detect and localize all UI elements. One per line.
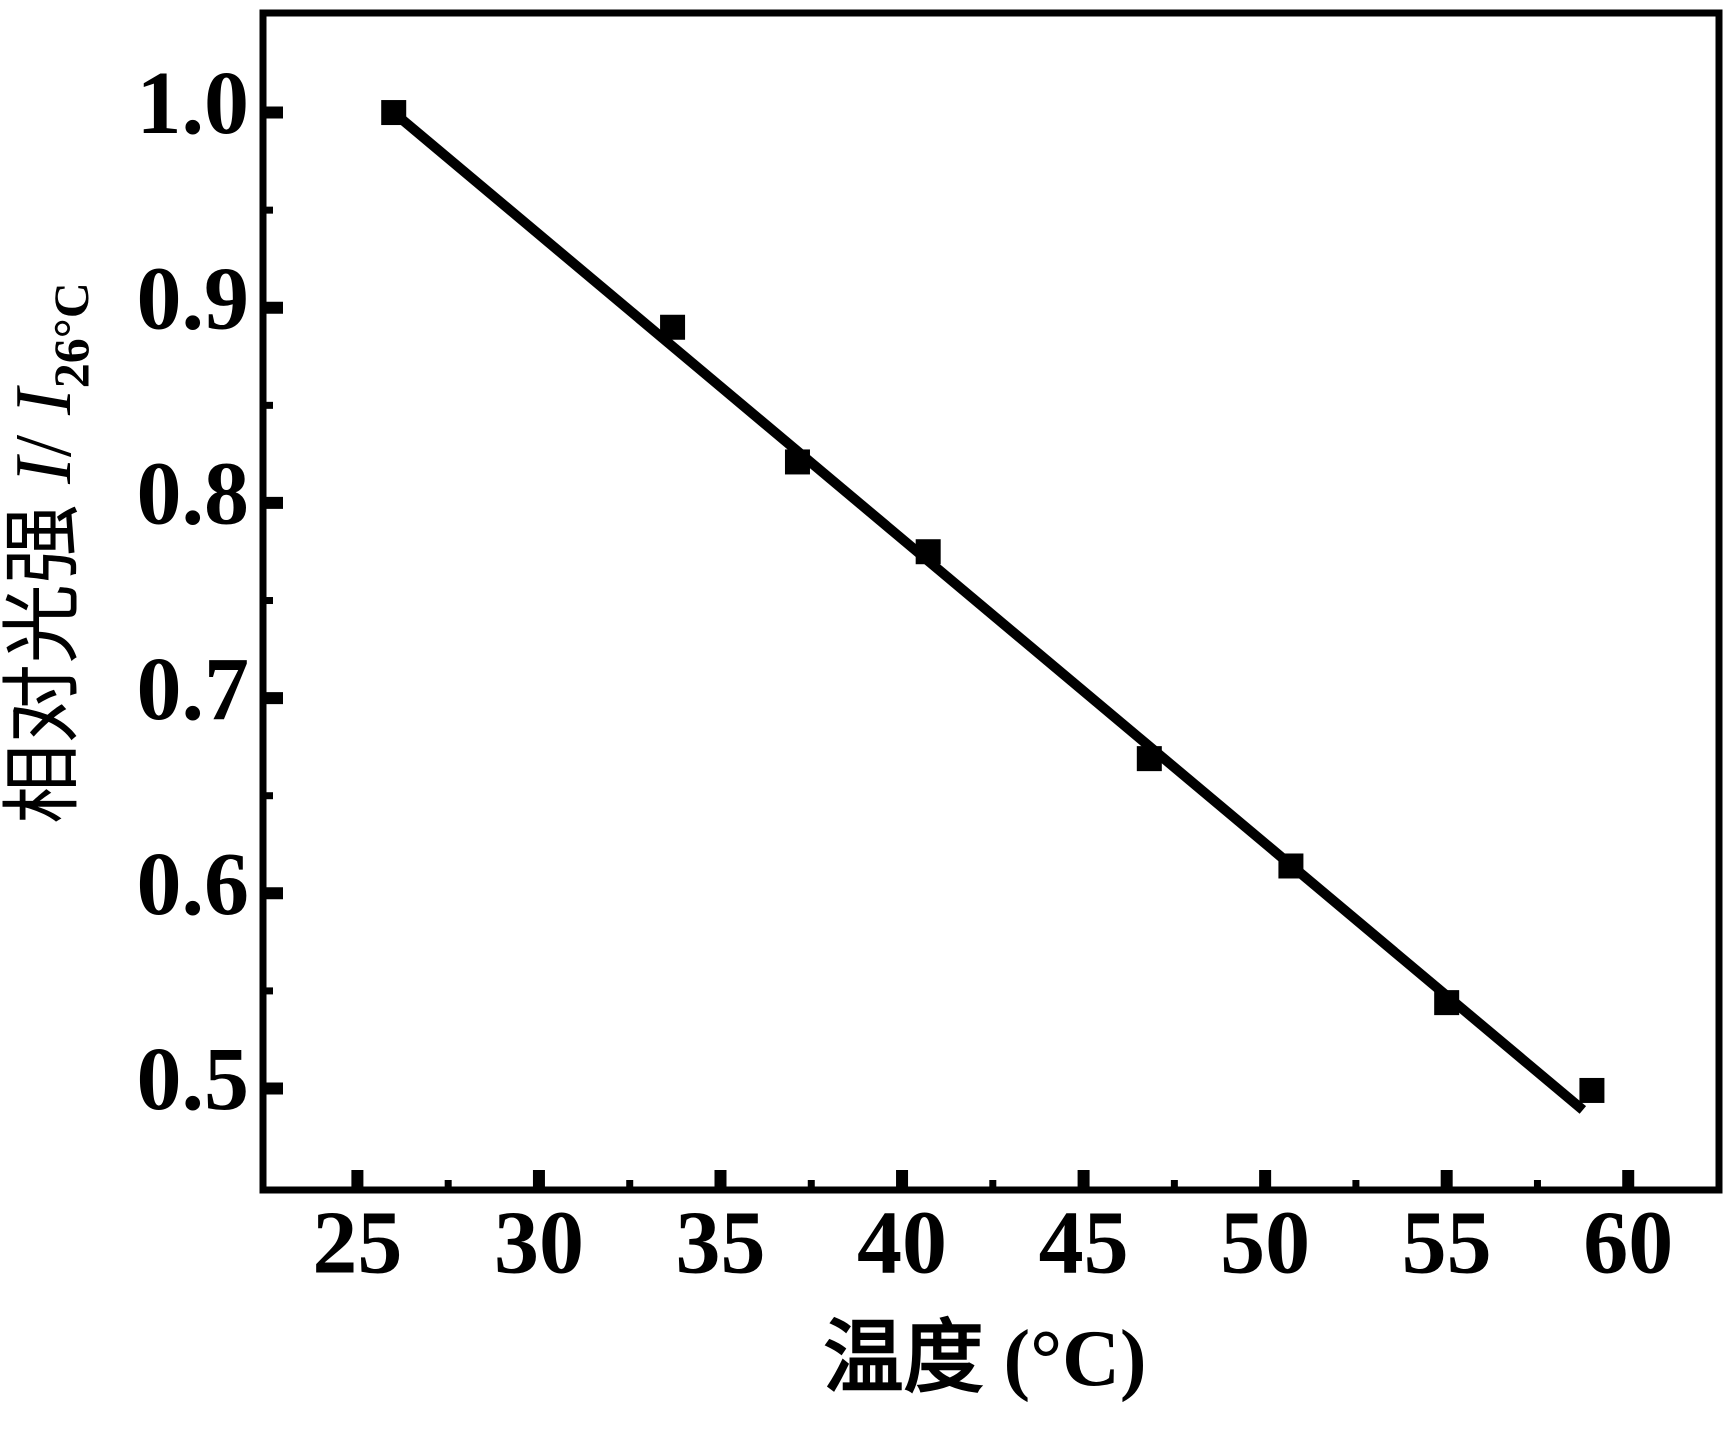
data-point — [1434, 990, 1460, 1016]
x-axis-label: 温度 (°C) — [823, 1315, 1146, 1403]
data-point — [784, 449, 810, 475]
y-tick-label: 0.5 — [137, 1030, 250, 1129]
y-label-var: I — [0, 454, 88, 485]
x-tick-label: 40 — [857, 1194, 947, 1293]
x-tick-label: 30 — [494, 1194, 584, 1293]
data-point — [1278, 853, 1304, 879]
x-tick-label: 45 — [1039, 1194, 1129, 1293]
y-tick-label: 0.7 — [137, 640, 250, 739]
y-tick-label: 1.0 — [137, 54, 250, 153]
fit-line — [390, 108, 1587, 1114]
x-tick-label: 60 — [1583, 1194, 1673, 1293]
x-tick-label: 25 — [312, 1194, 402, 1293]
y-tick-label: 0.6 — [137, 835, 250, 934]
data-point — [660, 314, 686, 340]
x-tick-label: 55 — [1402, 1194, 1492, 1293]
data-point — [1136, 746, 1162, 772]
data-point — [1579, 1077, 1605, 1103]
y-label-var: I — [0, 385, 88, 416]
y-axis-label: 相对光强 I/ I26°C — [0, 282, 99, 824]
y-tick-label: 0.9 — [137, 249, 250, 348]
y-label-text: 相对光强 — [0, 484, 88, 824]
y-label-subscript: 26°C — [43, 282, 99, 388]
data-point — [915, 539, 941, 565]
x-tick-label: 35 — [675, 1194, 765, 1293]
y-label-slash: / — [0, 415, 88, 457]
y-tick-label: 0.8 — [137, 445, 250, 544]
x-tick-label: 50 — [1220, 1194, 1310, 1293]
data-point — [381, 100, 407, 126]
